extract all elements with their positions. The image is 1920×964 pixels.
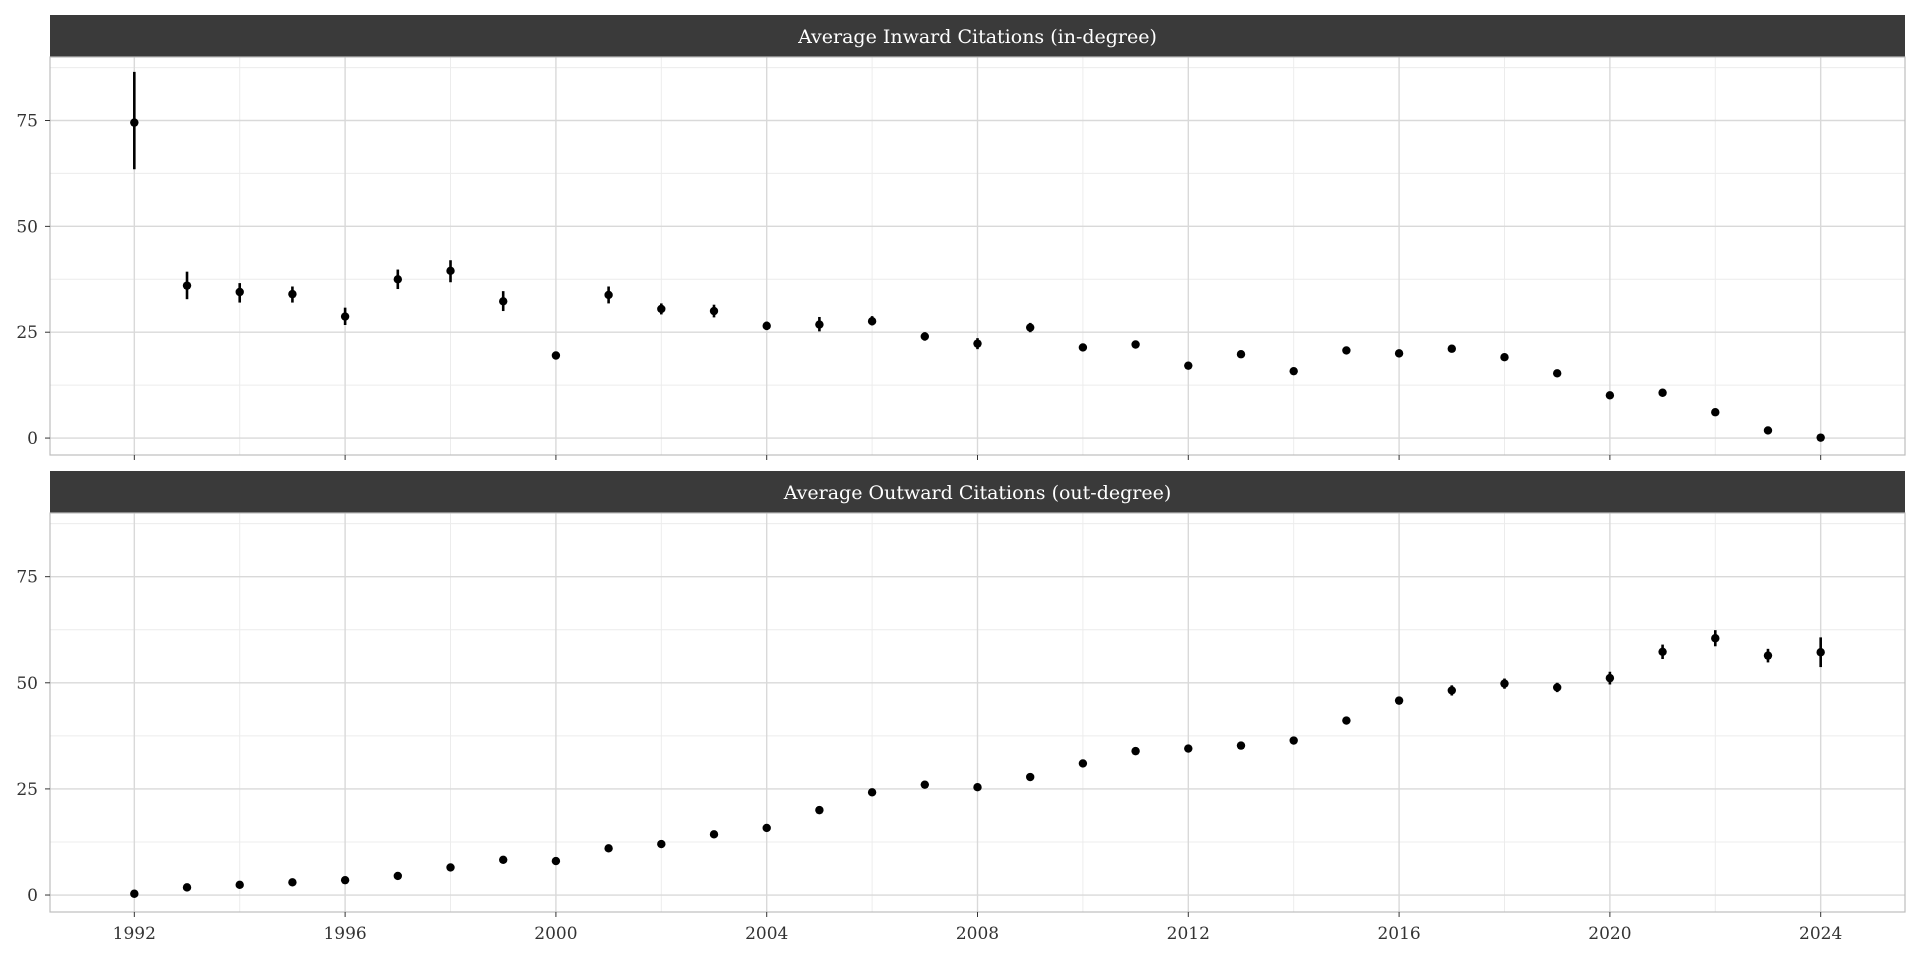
data-point bbox=[1447, 686, 1456, 695]
data-point bbox=[815, 320, 824, 329]
data-point bbox=[1025, 772, 1035, 782]
data-point bbox=[1342, 346, 1351, 355]
y-tick-label: 25 bbox=[16, 323, 38, 343]
data-point bbox=[1711, 634, 1720, 643]
data-point bbox=[182, 883, 192, 892]
data-point bbox=[182, 281, 192, 290]
data-point bbox=[657, 304, 666, 314]
data-point bbox=[1763, 426, 1773, 435]
data-point bbox=[867, 317, 877, 326]
data-point bbox=[1658, 647, 1667, 657]
data-point bbox=[815, 805, 824, 815]
x-tick-label: 1996 bbox=[323, 924, 366, 944]
data-point bbox=[1131, 746, 1140, 756]
data-point bbox=[1342, 716, 1351, 725]
panel-in-degree: Average Inward Citations (in-degree) 0 25 5… bbox=[16, 15, 1906, 456]
data-point bbox=[288, 878, 297, 887]
panel-title: Average Outward Citations (out-degree) bbox=[783, 482, 1172, 504]
data-point bbox=[1025, 323, 1035, 332]
x-tick-label: 1992 bbox=[113, 924, 156, 944]
data-point bbox=[130, 118, 139, 127]
data-point bbox=[1289, 736, 1298, 745]
data-point bbox=[551, 351, 561, 360]
data-point bbox=[604, 844, 613, 853]
data-point bbox=[1552, 369, 1562, 378]
data-point bbox=[1816, 648, 1825, 657]
data-point bbox=[446, 863, 455, 872]
data-point bbox=[499, 855, 508, 864]
data-point bbox=[288, 289, 297, 299]
data-point bbox=[1500, 352, 1509, 362]
data-point bbox=[1289, 366, 1298, 376]
data-point bbox=[1605, 391, 1615, 400]
data-point bbox=[973, 339, 982, 348]
y-tick-label: 0 bbox=[27, 429, 38, 449]
y-tick-label: 75 bbox=[16, 112, 38, 132]
data-point bbox=[1131, 340, 1140, 349]
x-tick-label: 2008 bbox=[956, 924, 999, 944]
data-point bbox=[973, 783, 982, 792]
data-point bbox=[709, 306, 719, 316]
y-tick-label: 0 bbox=[27, 886, 38, 906]
data-point bbox=[1816, 433, 1825, 442]
data-point bbox=[340, 875, 350, 885]
data-point bbox=[867, 788, 877, 797]
data-point bbox=[1658, 388, 1667, 397]
data-point bbox=[920, 780, 930, 789]
data-point bbox=[1500, 679, 1509, 688]
data-point bbox=[762, 321, 771, 331]
x-tick-label: 2012 bbox=[1167, 924, 1210, 944]
x-tick-label: 2016 bbox=[1377, 924, 1420, 944]
y-tick-label: 25 bbox=[16, 780, 38, 800]
data-point bbox=[130, 889, 139, 898]
data-point bbox=[1184, 744, 1193, 753]
x-tick-label: 2020 bbox=[1588, 924, 1631, 944]
data-point bbox=[1184, 361, 1193, 370]
data-point bbox=[1605, 673, 1615, 683]
data-point bbox=[1078, 759, 1088, 768]
x-tick-label: 2000 bbox=[534, 924, 577, 944]
x-tick-label: 2004 bbox=[745, 924, 788, 944]
y-tick-label: 50 bbox=[16, 674, 38, 694]
panel-strip bbox=[50, 471, 1905, 513]
x-tick-label: 2024 bbox=[1799, 924, 1842, 944]
data-point bbox=[393, 275, 403, 284]
data-point bbox=[235, 287, 244, 297]
data-point bbox=[393, 871, 403, 881]
data-point bbox=[920, 332, 930, 341]
y-tick-label: 50 bbox=[16, 217, 38, 237]
data-point bbox=[604, 290, 613, 300]
data-point bbox=[1394, 349, 1404, 358]
data-point bbox=[657, 839, 666, 849]
data-point bbox=[551, 856, 561, 866]
data-point bbox=[1394, 696, 1404, 705]
data-point bbox=[1447, 344, 1456, 353]
data-point bbox=[499, 297, 508, 306]
panel-title: Average Inward Citations (in-degree) bbox=[797, 26, 1157, 48]
data-point bbox=[762, 823, 771, 833]
data-point bbox=[1078, 343, 1088, 352]
data-point bbox=[1236, 350, 1246, 359]
data-point bbox=[709, 830, 719, 839]
y-tick-label: 75 bbox=[16, 568, 38, 588]
data-point bbox=[1763, 651, 1773, 660]
data-point bbox=[446, 266, 455, 276]
data-point bbox=[1236, 741, 1246, 750]
data-point bbox=[340, 312, 350, 321]
data-point bbox=[235, 880, 244, 890]
data-point bbox=[1552, 683, 1562, 692]
panel-out-degree: Average Outward Citations (out-degree) 0 2… bbox=[16, 471, 1906, 913]
panel-strip bbox=[50, 15, 1905, 57]
data-point bbox=[1711, 408, 1720, 417]
x-axis: 1992 1996 2000 2004 2008 2012 2016 2020 2024 bbox=[113, 455, 1842, 944]
